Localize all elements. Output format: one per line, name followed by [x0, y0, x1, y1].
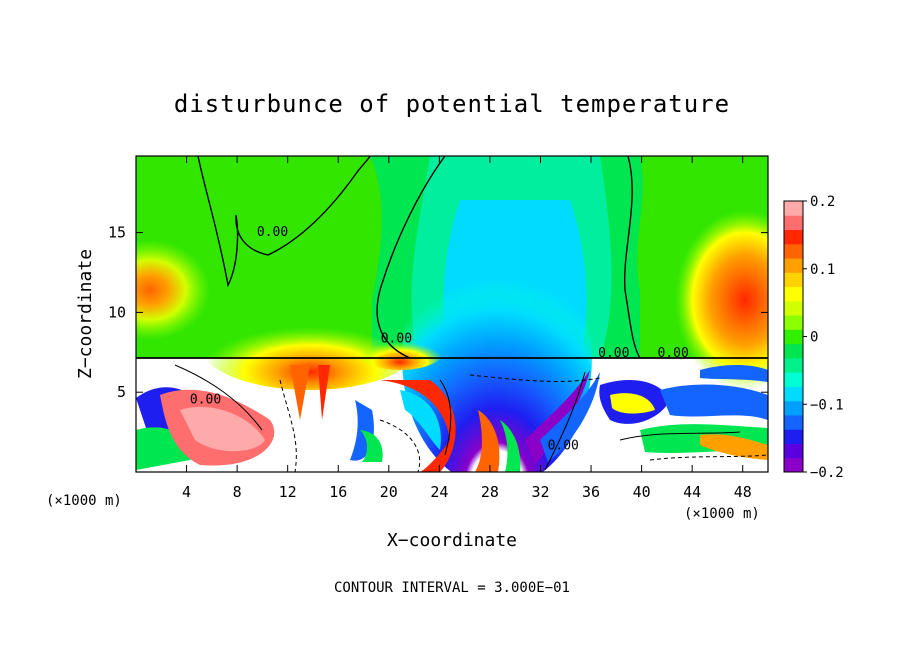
x-tick-label: 20 — [380, 483, 398, 501]
x-unit-left: (×1000 m) — [46, 493, 122, 509]
plot-area — [136, 156, 768, 472]
y-tick-label: 15 — [108, 224, 126, 242]
colorbar-swatch — [784, 258, 803, 273]
colorbar-tick-label: −0.1 — [810, 397, 844, 413]
colorbar-swatch — [784, 201, 803, 216]
contour-label: 0.00 — [598, 346, 629, 361]
y-tick-label: 5 — [117, 383, 126, 401]
lower-turbulent-layer — [136, 365, 768, 472]
contour-label: 0.00 — [658, 346, 689, 361]
x-tick-label: 24 — [430, 483, 448, 501]
colorbar-swatch — [784, 300, 803, 316]
contour-label: 0.00 — [381, 332, 412, 347]
y-tick-label: 10 — [108, 303, 126, 321]
colorbar-swatch — [784, 229, 803, 245]
colorbar-swatch — [784, 429, 803, 444]
colorbar-swatch — [784, 272, 803, 288]
warm-region-right — [675, 210, 768, 390]
contour-interval-footer: CONTOUR INTERVAL = 3.000E−01 — [334, 580, 570, 596]
x-tick-label: 28 — [481, 483, 499, 501]
y-axis-ticks: 5 10 15 — [108, 224, 768, 401]
warm-region-left — [136, 240, 210, 340]
x-tick-label: 40 — [633, 483, 651, 501]
warm-spot-center — [355, 330, 445, 370]
colorbar-swatch — [784, 372, 803, 387]
x-tick-label: 4 — [182, 483, 191, 501]
plot-frame — [135, 155, 769, 473]
colorbar-swatch — [784, 243, 803, 259]
colorbar-ticks: 0.2 0.1 0 −0.1 −0.2 — [803, 194, 844, 481]
x-tick-label: 48 — [734, 483, 752, 501]
contour-labels: 0.00 0.00 0.00 0.00 0.00 0.00 — [190, 225, 689, 454]
colorbar-swatch — [784, 329, 803, 345]
colorbar — [784, 201, 803, 473]
colorbar-tick-label: 0.2 — [810, 194, 835, 210]
colorbar-tick-label: 0.1 — [810, 262, 835, 278]
warm-band-low — [200, 300, 420, 390]
contour-label: 0.00 — [548, 439, 579, 454]
colorbar-swatch — [784, 286, 803, 302]
colorbar-tick-label: 0 — [810, 330, 818, 346]
x-unit-right: (×1000 m) — [684, 506, 760, 522]
x-axis-ticks: 4 8 12 16 20 24 28 32 36 40 44 48 — [182, 156, 752, 501]
chart-title: disturbunce of potential temperature — [174, 90, 730, 118]
x-tick-label: 8 — [233, 483, 242, 501]
y-axis-label: Z−coordinate — [75, 249, 96, 379]
x-tick-label: 44 — [683, 483, 701, 501]
colorbar-swatch — [784, 457, 803, 473]
colorbar-swatch — [784, 414, 803, 430]
colorbar-tick-label: −0.2 — [810, 465, 844, 481]
colorbar-swatch — [784, 343, 803, 359]
colorbar-swatch — [784, 400, 803, 416]
contour-label: 0.00 — [190, 392, 221, 407]
x-tick-label: 32 — [531, 483, 549, 501]
colorbar-swatch — [784, 386, 803, 402]
colorbar-swatch — [784, 357, 803, 373]
colorbar-swatch — [784, 315, 803, 330]
x-axis-label: X−coordinate — [387, 530, 517, 551]
colorbar-swatch — [784, 443, 803, 459]
contour-label: 0.00 — [257, 225, 288, 240]
colorbar-swatch — [784, 215, 803, 231]
x-tick-label: 16 — [329, 483, 347, 501]
x-tick-label: 36 — [582, 483, 600, 501]
zero-contours-lower — [174, 364, 768, 472]
x-tick-label: 12 — [279, 483, 297, 501]
zero-contours-upper — [197, 156, 641, 359]
